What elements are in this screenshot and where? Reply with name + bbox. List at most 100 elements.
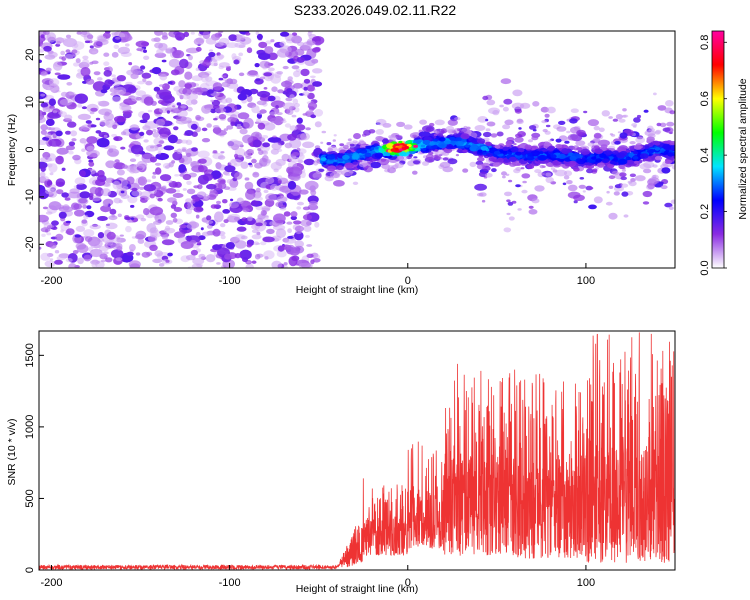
heatmap-cell: [86, 136, 98, 144]
heatmap-cell: [445, 125, 455, 133]
heatmap-cell: [226, 125, 234, 130]
heatmap-cell: [506, 137, 515, 142]
heatmap-cell: [104, 79, 113, 87]
heatmap-cell: [263, 72, 273, 77]
heatmap-cell: [226, 179, 233, 184]
heatmap-cell: [190, 123, 198, 130]
heatmap-cell: [158, 140, 165, 144]
figure-title: S233.2026.049.02.11.R22: [294, 2, 457, 18]
heatmap-cell: [184, 204, 188, 208]
heatmap-cell: [506, 212, 511, 216]
x-tick-label: 0: [405, 577, 411, 589]
heatmap-cell: [255, 222, 263, 227]
heatmap-cell: [118, 116, 125, 122]
heatmap-cell: [654, 155, 663, 161]
heatmap-cell: [388, 135, 394, 139]
heatmap-cell: [502, 106, 509, 112]
heatmap-cell: [494, 145, 501, 149]
snr-y-ticks: 0 500 1000 1500: [24, 343, 44, 573]
heatmap-cell: [546, 106, 556, 114]
heatmap-cell: [68, 263, 77, 268]
heatmap-cell: [619, 132, 628, 139]
heatmap-cell: [51, 220, 59, 226]
heatmap-cell: [286, 221, 293, 225]
heatmap-cell: [305, 127, 311, 131]
heatmap-cell: [86, 149, 100, 158]
heatmap-cell: [89, 186, 99, 195]
heatmap-cell: [333, 134, 337, 137]
heatmap-cell: [563, 175, 570, 180]
heatmap-cell: [554, 169, 568, 177]
heatmap-cell: [628, 180, 637, 187]
heatmap-cell: [39, 214, 49, 223]
heatmap-cell: [130, 217, 135, 220]
heatmap-cell: [74, 234, 82, 238]
heatmap-cell: [276, 250, 287, 258]
heatmap-cell: [223, 219, 229, 224]
heatmap-cell: [332, 162, 338, 166]
heatmap-cell: [665, 100, 674, 107]
heatmap-cell: [145, 80, 153, 86]
heatmap-cell: [593, 125, 600, 131]
heatmap-cell: [179, 94, 184, 98]
heatmap-cell: [214, 107, 227, 113]
heatmap-cell: [79, 170, 86, 177]
heatmap-cell: [100, 259, 107, 263]
heatmap-cell: [143, 96, 154, 106]
heatmap-cell: [181, 148, 187, 152]
heatmap-cell: [267, 52, 278, 61]
heatmap-cell: [56, 40, 61, 45]
heatmap-cell: [589, 187, 594, 190]
heatmap-cell: [176, 189, 180, 193]
heatmap-cell: [244, 181, 254, 190]
heatmap-cell: [45, 67, 52, 72]
heatmap-cell: [83, 254, 92, 262]
heatmap-cell: [656, 122, 662, 127]
heatmap-cell: [568, 160, 577, 166]
heatmap-cell: [594, 145, 600, 149]
heatmap-cell: [49, 258, 54, 261]
heatmap-cell: [184, 71, 193, 80]
heatmap-cell: [268, 67, 275, 72]
heatmap-cell: [514, 136, 524, 143]
heatmap-cell: [476, 163, 486, 170]
heatmap-cell: [322, 162, 327, 165]
heatmap-cell: [86, 145, 95, 152]
heatmap-cell: [541, 172, 545, 176]
heatmap-cell: [210, 204, 218, 209]
heatmap-cell: [621, 191, 629, 197]
heatmap-cell: [275, 105, 279, 109]
heatmap-cell: [178, 164, 187, 173]
heatmap-cell: [320, 157, 327, 162]
heatmap-cell: [56, 189, 64, 195]
heatmap-cell: [48, 163, 58, 173]
heatmap-cell: [524, 144, 532, 150]
heatmap-cell: [197, 150, 210, 158]
heatmap-cell: [137, 176, 147, 186]
heatmap-cell: [267, 136, 282, 143]
heatmap-cell: [216, 200, 221, 205]
heatmap-cell: [523, 158, 528, 161]
heatmap-cell: [642, 201, 650, 205]
heatmap-cell: [570, 108, 579, 113]
heatmap-cell: [444, 140, 451, 145]
heatmap-cell: [545, 172, 552, 177]
heatmap-cell: [48, 98, 57, 106]
heatmap-cell: [286, 108, 294, 116]
x-tick-label: -200: [40, 577, 62, 589]
heatmap-cell: [599, 153, 607, 158]
heatmap-cell: [137, 80, 146, 85]
colorbar-label: Normalized spectral amplitude: [737, 78, 749, 219]
heatmap-cell: [363, 129, 371, 136]
heatmap-cell: [139, 119, 148, 124]
heatmap-cell: [71, 49, 78, 54]
heatmap-cell: [40, 93, 46, 97]
heatmap-cell: [144, 197, 150, 201]
heatmap-cell: [262, 66, 268, 70]
heatmap-cell: [73, 62, 79, 67]
heatmap-cell: [201, 138, 211, 143]
heatmap-cell: [455, 154, 459, 157]
heatmap-cell: [257, 90, 271, 98]
heatmap-cell: [265, 193, 277, 202]
